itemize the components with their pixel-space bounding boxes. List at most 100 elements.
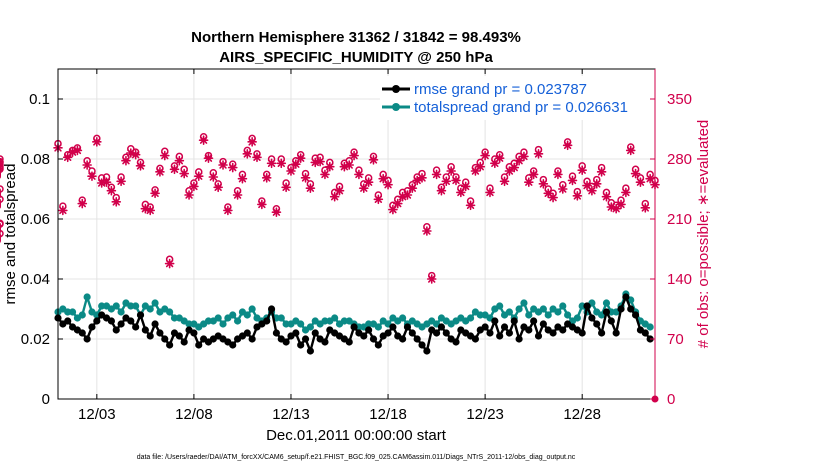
obs-evaluated-point — [494, 153, 505, 163]
chart-title: Northern Hemisphere 31362 / 31842 = 98.4… — [191, 29, 521, 46]
obs-evaluated-point — [295, 153, 306, 163]
obs-evaluated-point — [82, 160, 92, 170]
obs-evaluated-point — [548, 192, 558, 203]
totalspread-point — [83, 293, 91, 301]
totalspread-point — [573, 314, 581, 322]
totalspread-point — [306, 323, 314, 331]
y-axis-label: rmse and totalspread — [2, 164, 19, 305]
obs-evaluated-point — [533, 149, 544, 159]
obs-evaluated-point — [538, 179, 549, 189]
obs-evaluated-point — [77, 198, 88, 209]
obs-evaluated-point — [373, 194, 384, 205]
rmse-point — [530, 317, 538, 325]
obs-evaluated-point — [465, 200, 476, 211]
obs-evaluated-point — [305, 183, 316, 193]
obs-evaluated-point — [169, 164, 180, 175]
rmse-point — [399, 335, 407, 343]
x-tick-label: 12/08 — [175, 406, 213, 423]
rmse-point — [442, 329, 450, 337]
totalspread-point — [233, 317, 242, 325]
totalspread-point — [151, 299, 159, 307]
obs-evaluated-point — [145, 205, 156, 216]
totalspread-point — [496, 302, 504, 310]
y-right-tick-label: 350 — [667, 91, 692, 108]
rmse-point — [486, 329, 494, 337]
obs-evaluated-point — [562, 140, 573, 151]
obs-evaluated-point — [300, 173, 311, 183]
rmse-point — [117, 320, 125, 328]
obs-evaluated-point — [247, 137, 257, 147]
legend-box — [380, 76, 650, 120]
rmse-point — [195, 341, 203, 349]
totalspread-point — [399, 314, 407, 322]
rmse-point — [321, 338, 329, 346]
legend-rmse-marker — [392, 85, 400, 93]
totalspread-point — [214, 314, 222, 322]
rmse-point — [112, 326, 120, 334]
x-axis-label: Dec.01,2011 00:00:00 start — [266, 427, 447, 444]
totalspread-point — [68, 308, 77, 316]
totalspread-point — [554, 308, 562, 316]
rmse-point — [136, 311, 145, 319]
obs-evaluated-point — [72, 145, 83, 156]
obs-evaluated-point — [436, 185, 447, 196]
totalspread-point — [520, 299, 528, 307]
legend-totalspread-marker — [392, 103, 400, 111]
totalspread-point — [374, 323, 382, 331]
rmse-point — [515, 335, 523, 343]
rmse-point — [593, 320, 601, 328]
totalspread-point — [505, 308, 513, 316]
rmse-point — [350, 323, 358, 331]
rmse-point — [612, 329, 620, 337]
rmse-point — [641, 329, 649, 337]
rmse-point — [510, 317, 518, 325]
rmse-point — [180, 338, 188, 346]
obs-evaluated-point — [519, 151, 529, 162]
rmse-point — [88, 323, 96, 331]
obs-evaluated-point — [514, 155, 524, 166]
obs-evaluated-point — [460, 181, 471, 192]
obs-evaluated-point — [426, 274, 437, 284]
obs-evaluated-point — [354, 169, 364, 180]
y-right-tick-label: 140 — [667, 271, 692, 288]
y-tick-label: 0.02 — [21, 331, 50, 348]
rmse-point — [141, 326, 149, 334]
obs-evaluated-point — [456, 187, 466, 198]
obs-evaluated-point — [184, 190, 194, 200]
data-series-layer — [0, 132, 660, 355]
obs-possible-point — [0, 185, 4, 193]
y-axis-ticks: 0 0.02 0.04 0.06 0.08 0.1 — [21, 91, 63, 408]
rmse-point — [505, 329, 513, 337]
legend: rmse grand pr = 0.023787 totalspread gra… — [380, 76, 650, 120]
rmse-point — [166, 341, 174, 349]
rmse-point — [500, 323, 509, 331]
obs-evaluated-point — [621, 187, 631, 198]
rmse-point — [408, 329, 416, 337]
obs-evaluated-point — [577, 165, 587, 175]
x-tick-label: 12/18 — [369, 406, 407, 423]
totalspread-point — [117, 308, 125, 316]
obs-evaluated-point — [509, 162, 520, 173]
obs-evaluated-point — [591, 179, 602, 189]
rmse-point — [374, 341, 382, 349]
totalspread-point — [466, 314, 475, 322]
rmse-point — [229, 341, 237, 349]
obs-evaluated-point — [58, 205, 68, 216]
obs-evaluated-point — [155, 167, 165, 177]
obs-evaluated-point — [441, 176, 452, 187]
rmse-point — [602, 308, 611, 316]
obs-evaluated-point — [179, 168, 189, 179]
obs-evaluated-point — [257, 199, 267, 210]
totalspread-point — [564, 311, 572, 319]
rmse-point — [146, 332, 154, 340]
obs-evaluated-point — [485, 187, 495, 198]
obs-evaluated-point — [320, 169, 330, 180]
obs-evaluated-point — [616, 199, 626, 210]
obs-evaluated-point — [164, 258, 175, 269]
rmse-point — [598, 329, 606, 337]
obs-evaluated-point — [261, 173, 272, 183]
rmse-point — [248, 335, 256, 343]
obs-evaluated-point — [208, 172, 219, 182]
totalspread-point — [243, 311, 251, 319]
